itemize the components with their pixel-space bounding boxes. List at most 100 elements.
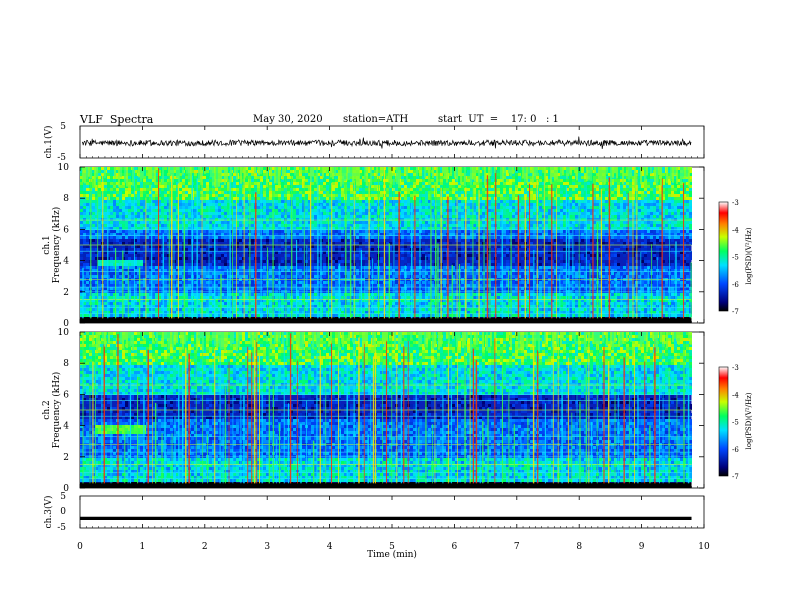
noise-cell	[532, 167, 534, 184]
ch2-ytick-label: 2	[63, 453, 69, 463]
noise-cell	[432, 332, 434, 349]
ch2-colorbar-label: log(PSD)(V²/Hz)	[745, 392, 753, 449]
ch2-colorbar-tick: -4	[732, 391, 739, 399]
noise-cell	[342, 332, 344, 347]
noise-cell	[274, 167, 276, 184]
noise-cell	[466, 332, 468, 340]
noise-cell	[122, 332, 124, 349]
ch1-ylabel: ch.1(V)	[43, 126, 54, 159]
ch1-ytick-label: 0	[63, 319, 69, 329]
noise-cell	[138, 167, 140, 178]
xtick-label: 0	[77, 542, 83, 552]
noise-cell	[660, 332, 662, 343]
noise-cell	[166, 332, 168, 340]
noise-cell	[170, 332, 172, 345]
noise-cell	[640, 332, 642, 348]
noise-cell	[522, 332, 524, 351]
noise-cell	[394, 332, 396, 349]
noise-cell	[220, 332, 222, 350]
noise-cell	[680, 167, 682, 185]
noise-cell	[644, 167, 646, 181]
noise-cell	[340, 167, 342, 187]
ch2-colorbar-gradient	[718, 366, 729, 477]
noise-cell	[658, 167, 660, 175]
noise-cell	[296, 332, 298, 345]
ch1-ylabel-line2: Frequency (kHz)	[51, 207, 62, 284]
noise-cell	[358, 167, 360, 187]
noise-cell	[380, 167, 382, 181]
noise-cell	[628, 167, 630, 181]
noise-cell	[458, 167, 460, 176]
noise-cell	[200, 332, 202, 339]
ch2-ylabel-line2: Frequency (kHz)	[51, 372, 62, 449]
ch1-colorbar-label: log(PSD)(V²/Hz)	[745, 227, 753, 284]
noise-cell	[276, 167, 278, 184]
noise-cell	[406, 167, 408, 181]
noise-cell	[592, 332, 594, 344]
noise-cell	[554, 332, 556, 341]
xtick-label: 2	[202, 542, 208, 552]
noise-cell	[684, 167, 686, 179]
noise-cell	[448, 332, 450, 344]
noise-cell	[182, 167, 184, 176]
noise-cell	[522, 167, 524, 179]
noise-cell	[440, 332, 442, 347]
noise-cell	[472, 167, 474, 180]
noise-cell	[510, 167, 512, 177]
noise-cell	[292, 332, 294, 345]
noise-cell	[312, 167, 314, 177]
noise-cell	[338, 332, 340, 352]
chart-title: VLF Spectra	[80, 113, 153, 126]
noise-cell	[300, 332, 302, 349]
noise-cell	[322, 167, 324, 178]
noise-cell	[630, 332, 632, 342]
noise-cell	[562, 167, 564, 176]
noise-cell	[688, 332, 690, 340]
noise-cell	[276, 332, 278, 344]
noise-cell	[672, 167, 674, 183]
noise-cell	[126, 167, 128, 187]
noise-cell	[610, 167, 612, 187]
ch1-sferics	[82, 167, 692, 319]
noise-cell	[654, 332, 656, 348]
noise-cell	[456, 332, 458, 347]
noise-cell	[432, 167, 434, 179]
noise-cell	[240, 167, 242, 184]
noise-cell	[444, 167, 446, 179]
noise-cell	[120, 332, 122, 343]
noise-cell	[536, 332, 538, 340]
noise-cell	[452, 332, 454, 340]
noise-cell	[316, 332, 318, 347]
noise-cell	[172, 167, 174, 183]
noise-cell	[470, 167, 472, 185]
noise-cell	[588, 167, 590, 181]
noise-cell	[524, 167, 526, 185]
noise-cell	[616, 167, 618, 179]
noise-cell	[622, 332, 624, 344]
noise-cell	[352, 332, 354, 343]
noise-cell	[286, 332, 288, 346]
noise-cell	[96, 332, 98, 352]
noise-cell	[226, 167, 228, 181]
noise-cell	[570, 167, 572, 176]
ch2-sferics	[82, 332, 690, 484]
noise-cell	[298, 332, 300, 350]
noise-cell	[640, 167, 642, 185]
noise-cell	[572, 332, 574, 339]
ch2-ytick-label: 10	[58, 328, 70, 338]
noise-cell	[464, 167, 466, 186]
noise-cell	[398, 332, 400, 351]
noise-cell	[656, 332, 658, 352]
noise-cell	[424, 167, 426, 178]
noise-cell	[478, 167, 480, 183]
noise-cell	[234, 167, 236, 174]
noise-cell	[188, 167, 190, 179]
noise-cell	[96, 167, 98, 178]
noise-cell	[594, 332, 596, 343]
noise-cell	[372, 332, 374, 346]
xtick-label: 7	[514, 542, 520, 552]
ch2-colorbar-tick: -5	[732, 419, 739, 427]
noise-cell	[152, 167, 154, 180]
noise-cell	[186, 167, 188, 174]
ch1-waveform-line	[82, 136, 692, 149]
